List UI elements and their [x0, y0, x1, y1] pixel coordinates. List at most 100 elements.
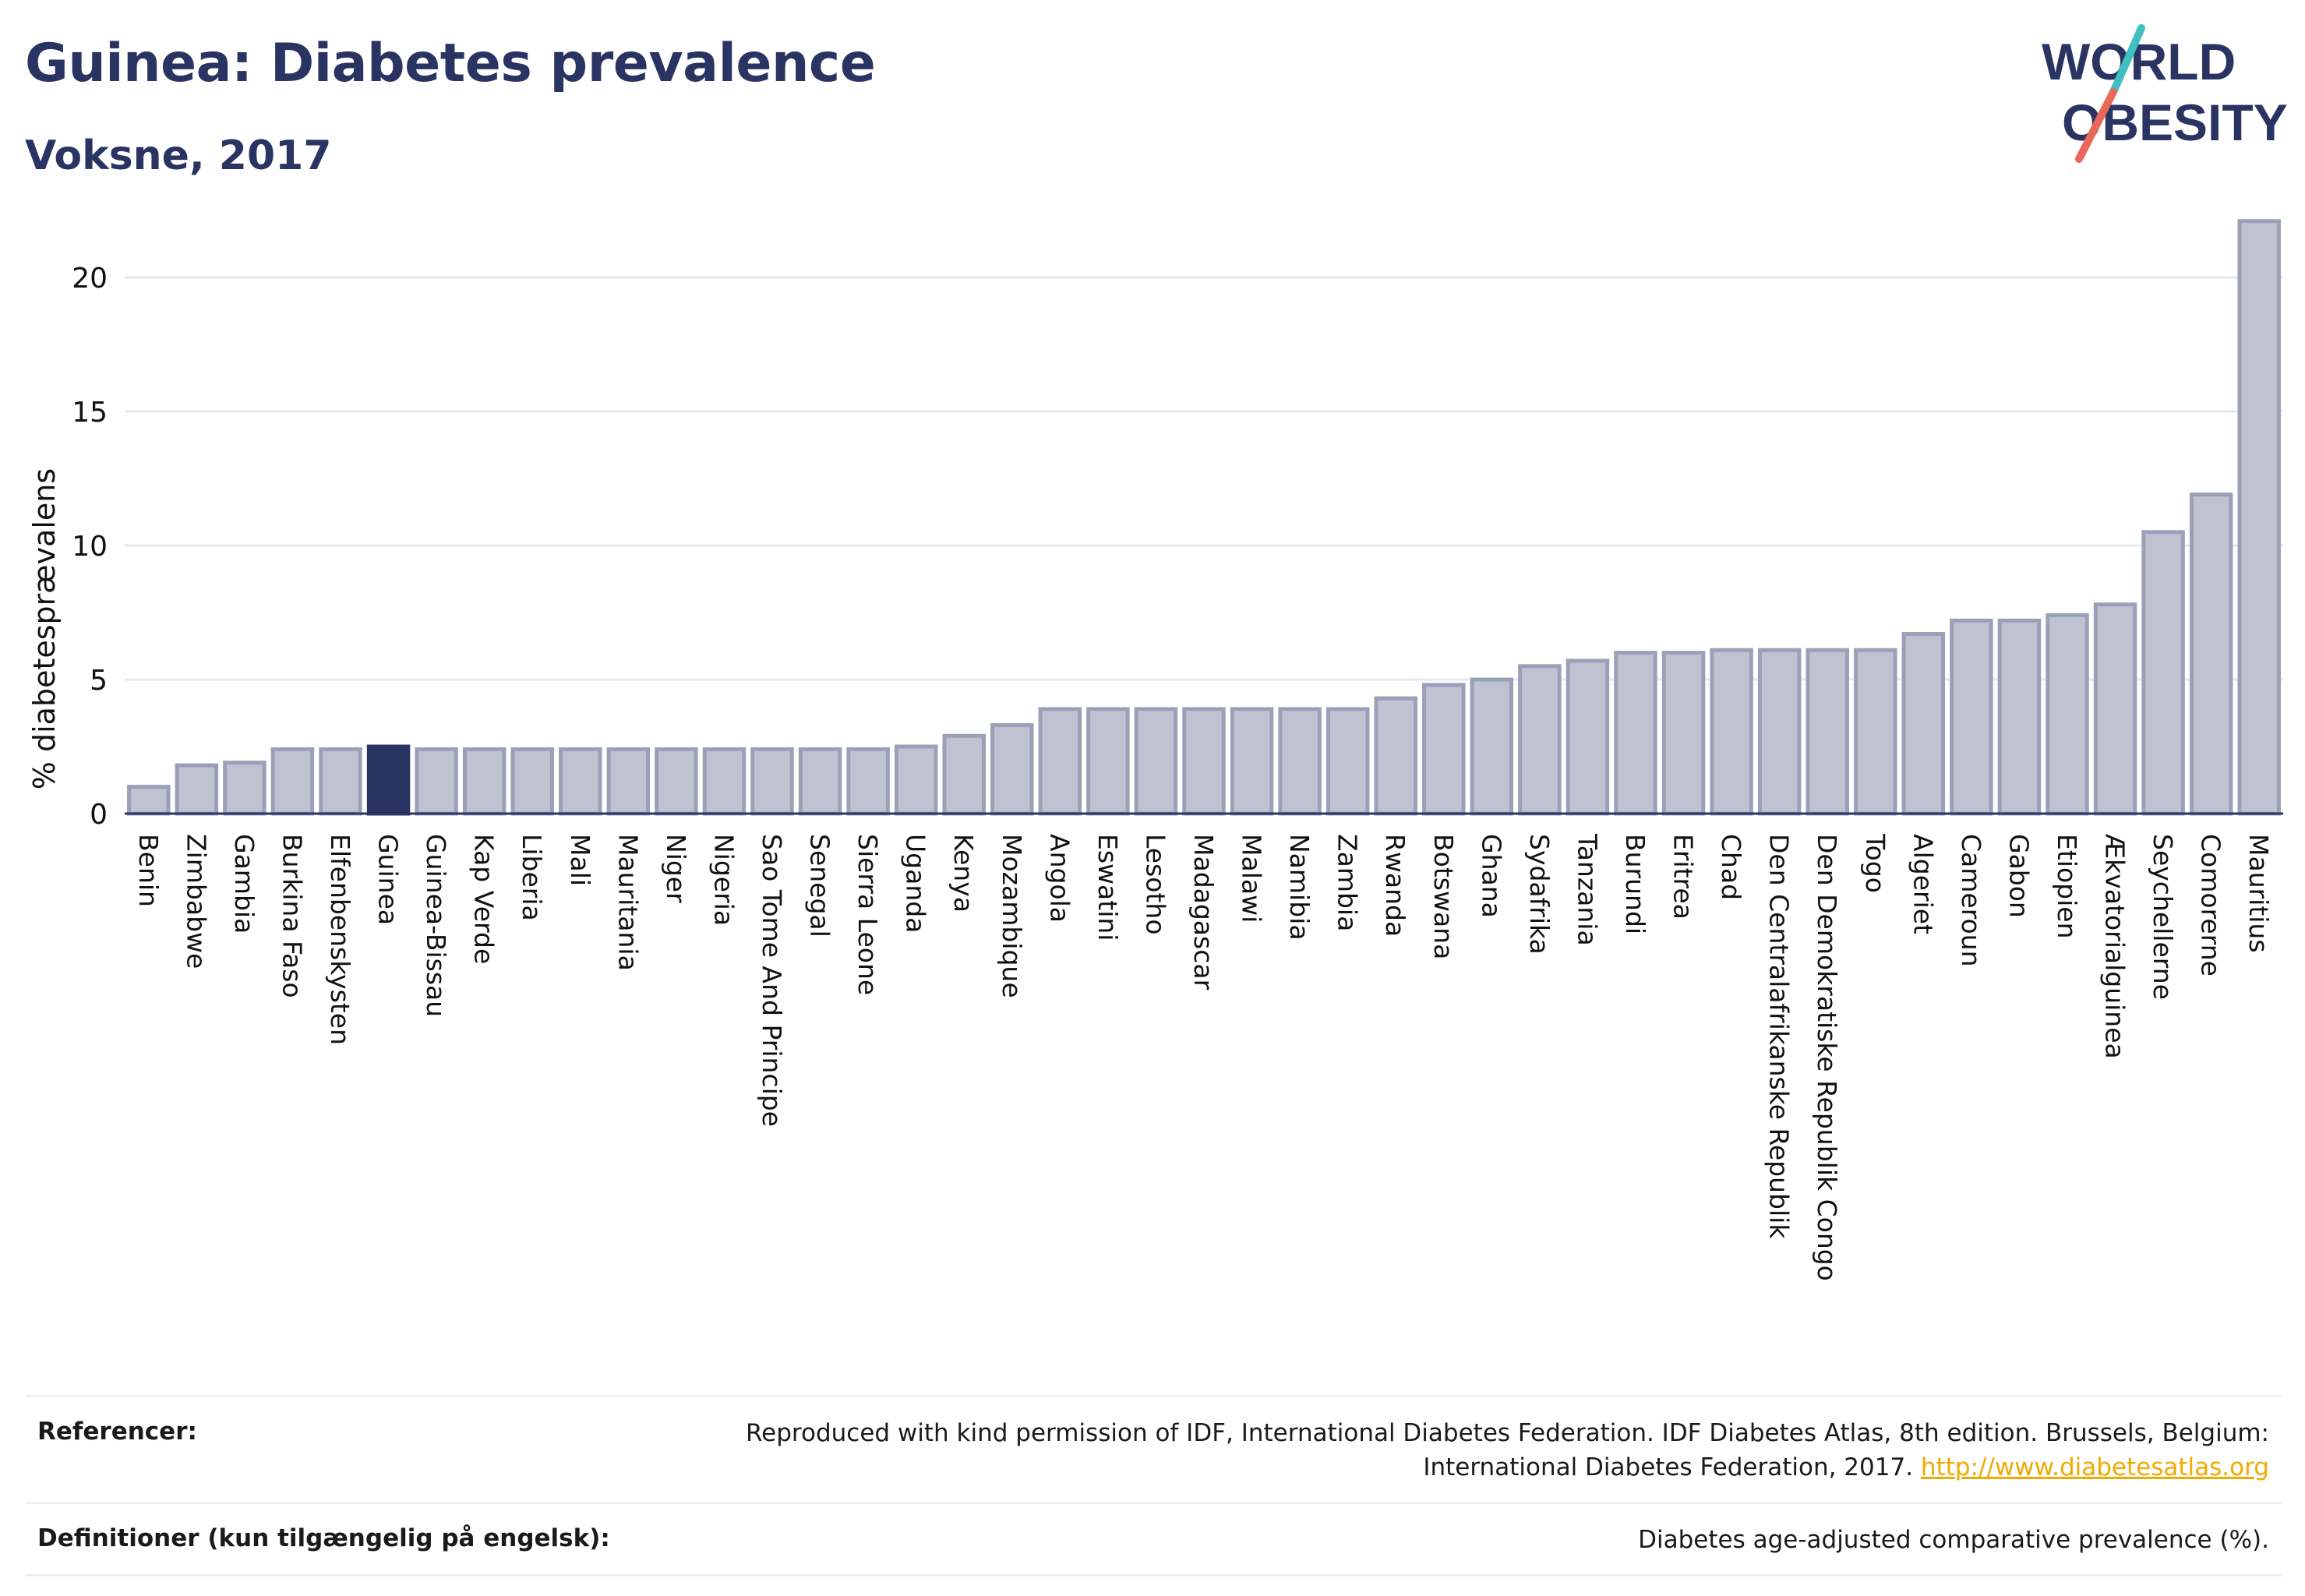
x-tick-label: Madagascar	[1188, 834, 1219, 990]
x-tick-label: Nigeria	[708, 834, 739, 926]
x-tick-label: Mauritius	[2243, 834, 2274, 953]
x-tick-label: Comorerne	[2196, 834, 2226, 976]
y-tick-label: 15	[72, 397, 108, 429]
x-tick-label: Eritrea	[1668, 834, 1699, 920]
x-tick-label: Seychellerne	[2148, 834, 2178, 1000]
x-tick-label: Rwanda	[1380, 834, 1410, 937]
bar-mali	[559, 747, 602, 816]
bar-rwanda	[1374, 696, 1417, 816]
references-link[interactable]: http://www.diabetesatlas.org	[1920, 1453, 2269, 1481]
y-tick-label: 20	[72, 263, 108, 295]
x-tick-label: Zambia	[1333, 834, 1363, 931]
x-tick-label: Algeriet	[1908, 834, 1938, 934]
bar-guinea	[366, 744, 411, 816]
x-tick-label: Chad	[1716, 834, 1746, 900]
bar-ghana	[1470, 677, 1514, 816]
bar-chart: 0 5 10 15 20 Benin Zimbabwe Gambia Burkina Faso…	[27, 219, 2283, 1281]
x-tick-label: Gabon	[2003, 834, 2034, 918]
bar-mauritania	[606, 747, 651, 816]
definitions-label: Definitioner (kun tilgængelig på engelsk…	[37, 1524, 610, 1552]
x-tick-label: Mozambique	[997, 834, 1027, 998]
bar-angola	[1038, 707, 1082, 816]
bar-namibia	[1278, 707, 1322, 816]
bar-den-centralafrikanske-republik	[1757, 648, 1802, 816]
x-tick-label: Kap Verde	[469, 834, 499, 964]
x-tick-label: Kenya	[948, 834, 979, 913]
x-tick-label: Togo	[1860, 833, 1890, 893]
bar-kenya	[942, 733, 986, 816]
references-line2: International Diabetes Federation, 2017.	[1423, 1453, 1914, 1481]
chart-footer: Referencer: Reproduced with kind permiss…	[25, 1395, 2282, 1577]
x-tick-label: Namibia	[1284, 834, 1315, 941]
bar-malawi	[1230, 707, 1274, 816]
bar-guinea-bissau	[415, 747, 458, 816]
bar-sierra-leone	[846, 747, 890, 816]
bar-etiopien	[2046, 613, 2089, 816]
bar-benin	[127, 785, 171, 816]
bar-sao-tome-and-principe	[750, 747, 794, 816]
chart-subtitle: Voksne, 2017	[25, 132, 332, 179]
x-tick-label: Den Demokratiske Republik Congo	[1812, 834, 1842, 1281]
x-tick-label: Eswatini	[1092, 834, 1123, 941]
bar-burkina-faso	[270, 747, 315, 816]
references-line1: Reproduced with kind permission of IDF, …	[746, 1419, 2269, 1447]
bar-zambia	[1325, 707, 1370, 816]
x-tick-label: Guinea	[373, 834, 404, 925]
x-tick-label: Burundi	[1620, 834, 1650, 934]
bar-nigeria	[702, 747, 747, 816]
x-tick-label: Senegal	[805, 834, 835, 937]
y-tick-label: 0	[90, 799, 108, 831]
bar-niger	[655, 747, 698, 816]
x-tick-label: Lesotho	[1140, 834, 1170, 935]
bar-chad	[1710, 648, 1753, 816]
bar-botswana	[1422, 683, 1466, 816]
x-tick-label: Ghana	[1476, 834, 1506, 918]
bar-eswatini	[1086, 707, 1130, 816]
bar-den-demokratiske-republik-congo	[1806, 648, 1849, 816]
definitions-row: Definitioner (kun tilgængelig på engelsk…	[25, 1502, 2282, 1577]
bar-uganda	[894, 744, 938, 816]
bar-gambia	[223, 761, 267, 816]
bar-gabon	[1997, 618, 2042, 816]
bar-algeriet	[1901, 632, 1946, 816]
references-label: Referencer:	[37, 1418, 197, 1446]
x-tick-label: Tanzania	[1572, 833, 1602, 946]
bar-liberia	[510, 747, 554, 816]
bar-sydafrika	[1518, 664, 1562, 816]
x-tick-label: Uganda	[901, 834, 931, 933]
bar-zimbabwe	[175, 763, 219, 816]
x-tick-label: Elfenbenskysten	[325, 834, 355, 1045]
bars	[127, 219, 2281, 816]
x-tick-label: Mali	[565, 834, 595, 886]
x-axis-labels: Benin Zimbabwe Gambia Burkina Faso Elfenbens…	[133, 833, 2274, 1281]
y-axis-ticks: 0 5 10 15 20	[72, 263, 108, 831]
bar-madagascar	[1182, 707, 1226, 816]
bar-cameroun	[1950, 618, 1993, 816]
logo-slash-top	[2109, 24, 2145, 96]
x-tick-label: Zimbabwe	[181, 834, 211, 969]
bar-lesotho	[1134, 707, 1178, 816]
x-tick-label: Benin	[133, 834, 164, 907]
x-tick-label: Malawi	[1237, 834, 1267, 923]
bar-kap-verde	[462, 747, 507, 816]
x-tick-label: Liberia	[517, 834, 547, 921]
x-tick-label: Sao Tome And Principe	[757, 834, 787, 1127]
world-obesity-logo: WORLD OBESITY	[2042, 24, 2288, 163]
bar-elfenbenskysten	[319, 747, 362, 816]
x-tick-label: Sierra Leone	[852, 834, 883, 995]
references-row: Referencer: Reproduced with kind permiss…	[25, 1395, 2282, 1502]
x-tick-label: Gambia	[229, 834, 259, 934]
x-tick-label: Burkina Faso	[277, 834, 307, 998]
x-tick-label: Den Centralafrikanske Republik	[1764, 834, 1795, 1239]
bar-tanzania	[1565, 659, 1610, 816]
x-tick-label: Guinea-Bissau	[421, 834, 451, 1017]
x-tick-label: Botswana	[1428, 834, 1459, 959]
x-tick-label: Niger	[661, 834, 691, 903]
bar-burundi	[1614, 651, 1657, 816]
bar-mauritius	[2237, 219, 2281, 816]
references-text: Reproduced with kind permission of IDF, …	[746, 1416, 2269, 1485]
y-axis-label: % diabetesprævalens	[27, 468, 62, 789]
x-tick-label: Ækvatorialguinea	[2100, 834, 2130, 1059]
bar-ækvatorialguinea	[2093, 602, 2137, 816]
bar-togo	[1854, 648, 1897, 816]
